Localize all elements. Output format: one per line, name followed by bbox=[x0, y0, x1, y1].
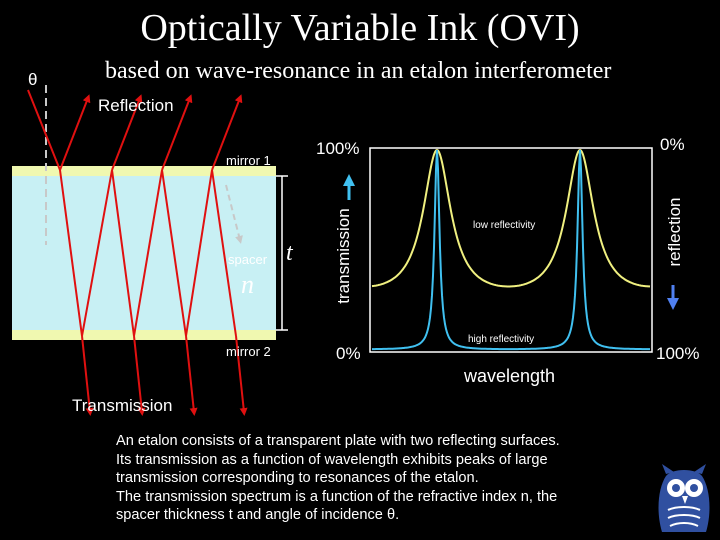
transmitted-ray-4 bbox=[235, 335, 248, 416]
y-left-top-tick: 100% bbox=[316, 139, 360, 158]
reflection-label: Reflection bbox=[98, 96, 174, 115]
reflected-ray-4 bbox=[211, 94, 243, 171]
y-right-top-tick: 0% bbox=[660, 135, 685, 154]
mirror-2-label: mirror 2 bbox=[226, 344, 271, 359]
caption-line: transmission corresponding to resonances… bbox=[116, 470, 479, 487]
transmission-label: Transmission bbox=[72, 396, 173, 415]
reflection-arrow-head bbox=[667, 298, 679, 310]
caption-text: An etalon consists of a transparent plat… bbox=[116, 432, 616, 525]
transmitted-ray-2 bbox=[133, 335, 146, 416]
caption-line: spacer thickness t and angle of incidenc… bbox=[116, 507, 400, 524]
caption-line: An etalon consists of a transparent plat… bbox=[116, 433, 560, 449]
transmitted-ray-3 bbox=[185, 335, 198, 416]
page-subtitle: based on wave-resonance in an etalon int… bbox=[105, 58, 612, 84]
refractive-index-label: n bbox=[241, 270, 254, 299]
reflected-ray-3 bbox=[161, 94, 193, 171]
high-reflectivity-label: high reflectivity bbox=[468, 334, 535, 345]
spacer-label: spacer bbox=[228, 252, 268, 267]
transmitted-ray-1 bbox=[81, 335, 94, 416]
caption-line: Its transmission as a function of wavele… bbox=[116, 451, 548, 468]
transmission-arrow-head bbox=[343, 174, 355, 186]
high-reflectivity-curve bbox=[372, 149, 650, 351]
y-left-bottom-tick: 0% bbox=[336, 344, 361, 363]
y-right-bottom-tick: 100% bbox=[656, 344, 700, 363]
y-right-axis-label: reflection bbox=[665, 197, 684, 267]
page-title: Optically Variable Ink (OVI) bbox=[140, 7, 580, 49]
reflected-ray-1 bbox=[59, 94, 91, 171]
thickness-label: t bbox=[286, 240, 293, 266]
theta-symbol: θ bbox=[28, 70, 38, 89]
low-reflectivity-curve bbox=[371, 148, 651, 288]
caption-line: The transmission spectrum is a function … bbox=[116, 488, 558, 505]
reflected-ray-2 bbox=[111, 94, 143, 171]
mirror-1-label: mirror 1 bbox=[226, 153, 271, 168]
y-left-axis-label: transmission bbox=[334, 208, 353, 304]
mirror-1-layer bbox=[12, 166, 276, 176]
owl-logo-icon bbox=[658, 464, 710, 532]
low-reflectivity-label: low reflectivity bbox=[473, 220, 536, 231]
x-axis-label: wavelength bbox=[464, 366, 556, 386]
mirror-2-layer bbox=[12, 330, 276, 340]
